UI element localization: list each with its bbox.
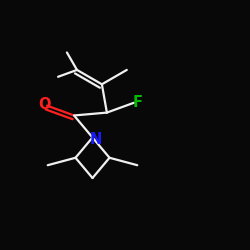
- Text: N: N: [90, 132, 102, 148]
- Text: O: O: [38, 97, 51, 112]
- Text: F: F: [133, 95, 143, 110]
